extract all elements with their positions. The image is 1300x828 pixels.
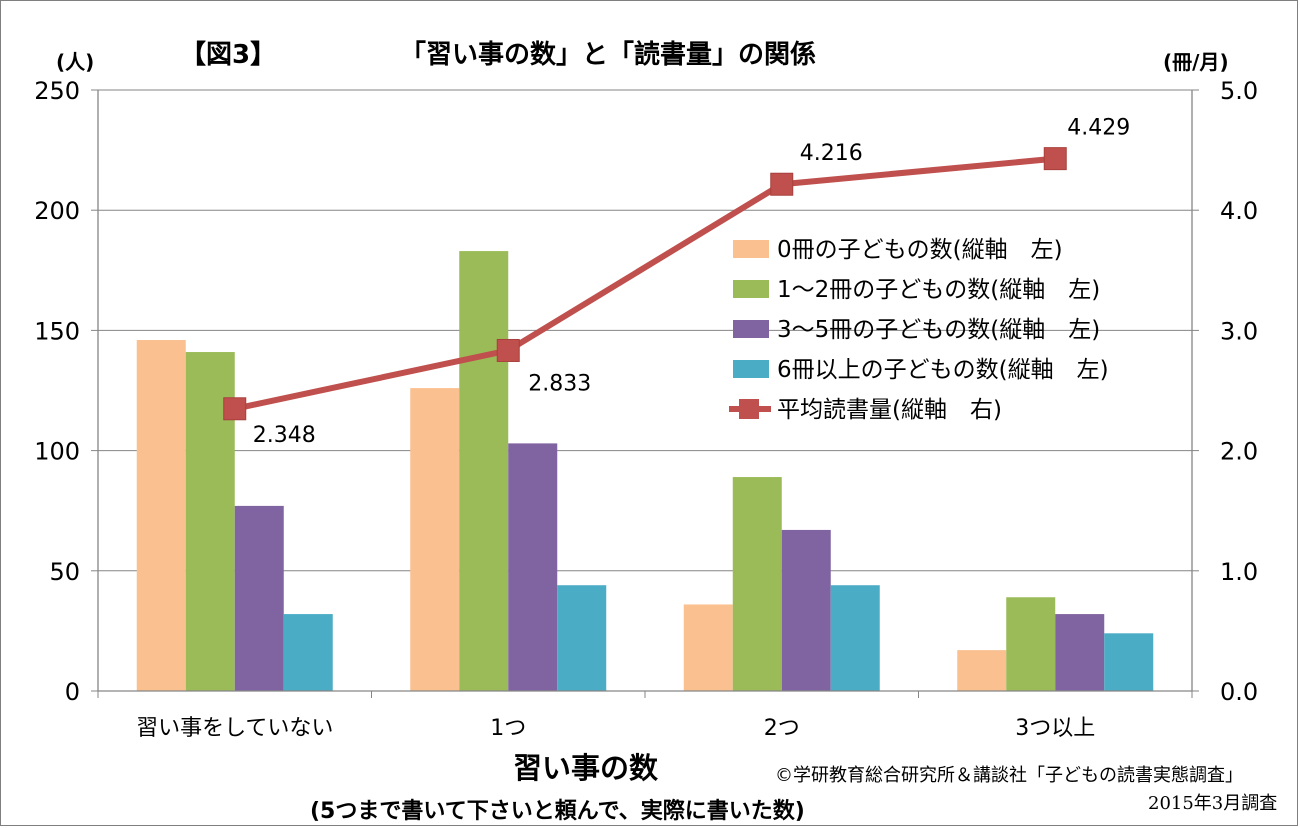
- bar: [830, 585, 880, 691]
- bar: [683, 604, 733, 691]
- left-tick-label: 0: [65, 678, 80, 706]
- legend-label: 平均読書量(縦軸 右): [777, 397, 1002, 423]
- legend-label: 1～2冊の子どもの数(縦軸 左): [777, 277, 1100, 303]
- average-line: [234, 155, 1056, 412]
- right-tick-label: 4.0: [1220, 197, 1258, 225]
- data-label: 4.429: [1067, 116, 1130, 141]
- average-marker: [223, 397, 247, 421]
- left-tick-label: 100: [34, 438, 80, 466]
- legend-label: 6冊以上の子どもの数(縦軸 左): [777, 357, 1109, 383]
- average-marker: [496, 338, 520, 362]
- bar: [732, 477, 782, 691]
- right-tick-label: 0.0: [1220, 678, 1258, 706]
- x-tick-label: 1つ: [490, 716, 526, 741]
- bar: [283, 614, 333, 691]
- chart-title: 「習い事の数」と「読書量」の関係: [400, 40, 817, 70]
- bar: [557, 585, 607, 691]
- bar: [1006, 597, 1056, 691]
- legend-label: 0冊の子どもの数(縦軸 左): [777, 237, 1063, 263]
- left-tick-label: 200: [34, 197, 80, 225]
- bar: [1104, 633, 1154, 691]
- average-marker: [1043, 147, 1067, 171]
- legend-swatch: [733, 360, 769, 378]
- data-label: 2.833: [528, 371, 591, 396]
- bar: [234, 505, 284, 691]
- survey-date: 2015年3月調査: [1148, 793, 1278, 814]
- legend-swatch: [733, 320, 769, 338]
- x-axis-title: 習い事の数: [513, 751, 659, 785]
- figure-label: 【図3】: [180, 40, 277, 70]
- x-tick-label: 3つ以上: [1015, 716, 1095, 741]
- bar: [508, 443, 558, 691]
- bar: [459, 251, 509, 691]
- left-tick-label: 150: [34, 317, 80, 345]
- x-tick-label: 2つ: [764, 716, 800, 741]
- right-tick-label: 5.0: [1220, 77, 1258, 105]
- x-tick-label: 習い事をしていない: [136, 716, 333, 741]
- legend-marker-swatch: [739, 399, 759, 419]
- right-tick-label: 1.0: [1220, 558, 1258, 586]
- legend-swatch: [733, 280, 769, 298]
- legend-label: 3～5冊の子どもの数(縦軸 左): [777, 317, 1100, 343]
- bar: [410, 388, 460, 691]
- right-tick-label: 2.0: [1220, 438, 1258, 466]
- legend-swatch: [733, 240, 769, 258]
- left-tick-label: 50: [49, 558, 80, 586]
- right-axis-unit: (冊/月): [1163, 50, 1229, 74]
- bar: [1055, 614, 1105, 691]
- data-label: 2.348: [253, 423, 316, 448]
- average-marker: [770, 172, 794, 196]
- x-axis-subtitle: (5つまで書いて下さいと頼んで、実際に書いた数): [310, 799, 805, 824]
- bar: [957, 650, 1007, 691]
- right-tick-label: 3.0: [1220, 317, 1258, 345]
- bar: [781, 529, 831, 691]
- left-axis-unit: (人): [56, 50, 95, 74]
- bar: [136, 340, 186, 691]
- data-label: 4.216: [800, 141, 863, 166]
- source-credit: ©学研教育総合研究所＆講談社「子どもの読書実態調査」: [775, 765, 1243, 786]
- left-tick-label: 250: [34, 77, 80, 105]
